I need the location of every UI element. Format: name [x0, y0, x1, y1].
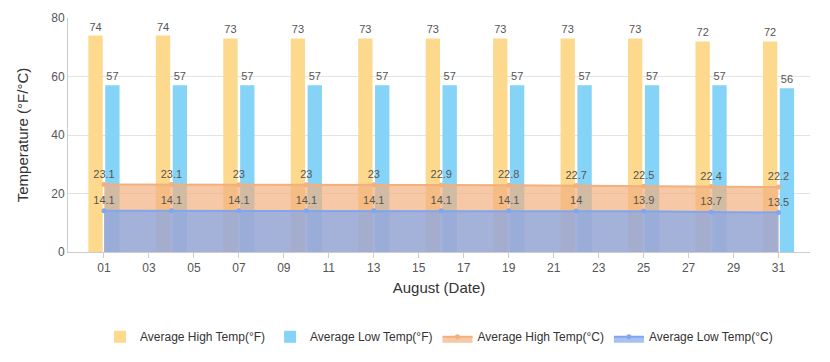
- svg-text:74: 74: [157, 21, 169, 33]
- svg-text:72: 72: [764, 26, 776, 38]
- svg-text:03: 03: [142, 261, 156, 275]
- svg-text:73: 73: [359, 23, 371, 35]
- svg-text:57: 57: [646, 70, 658, 82]
- svg-text:31: 31: [772, 261, 786, 275]
- svg-text:14.1: 14.1: [161, 194, 182, 206]
- svg-text:23.1: 23.1: [93, 168, 114, 180]
- svg-text:57: 57: [713, 70, 725, 82]
- svg-text:13: 13: [367, 261, 381, 275]
- svg-text:23: 23: [368, 168, 380, 180]
- svg-text:22.4: 22.4: [700, 170, 721, 182]
- svg-text:14.1: 14.1: [228, 194, 249, 206]
- svg-text:40: 40: [51, 128, 65, 142]
- svg-text:13.5: 13.5: [768, 196, 789, 208]
- svg-text:73: 73: [494, 23, 506, 35]
- svg-text:27: 27: [682, 261, 696, 275]
- svg-text:14.1: 14.1: [431, 194, 452, 206]
- svg-text:73: 73: [562, 23, 574, 35]
- svg-text:74: 74: [89, 21, 101, 33]
- svg-text:11: 11: [323, 261, 336, 275]
- svg-text:15: 15: [412, 261, 426, 275]
- svg-text:23: 23: [592, 261, 606, 275]
- svg-text:07: 07: [232, 261, 246, 275]
- svg-text:Average Low Temp(°F): Average Low Temp(°F): [310, 330, 432, 344]
- svg-text:13.9: 13.9: [633, 194, 654, 206]
- svg-text:Average High Temp(°F): Average High Temp(°F): [140, 330, 265, 344]
- svg-text:73: 73: [224, 23, 236, 35]
- svg-text:60: 60: [51, 70, 65, 84]
- svg-text:01: 01: [97, 261, 111, 275]
- svg-text:57: 57: [309, 70, 321, 82]
- svg-text:57: 57: [578, 70, 590, 82]
- svg-text:73: 73: [292, 23, 304, 35]
- svg-text:29: 29: [727, 261, 741, 275]
- svg-text:0: 0: [58, 245, 65, 259]
- svg-text:14: 14: [570, 194, 582, 206]
- svg-text:Average Low Temp(°C): Average Low Temp(°C): [649, 330, 773, 344]
- svg-text:14.1: 14.1: [363, 194, 384, 206]
- svg-text:57: 57: [376, 70, 388, 82]
- svg-text:21: 21: [547, 261, 561, 275]
- svg-text:73: 73: [427, 23, 439, 35]
- svg-text:22.8: 22.8: [498, 168, 519, 180]
- svg-text:57: 57: [241, 70, 253, 82]
- svg-text:14.1: 14.1: [93, 194, 114, 206]
- svg-text:72: 72: [697, 26, 709, 38]
- svg-text:05: 05: [187, 261, 201, 275]
- svg-text:23: 23: [233, 168, 245, 180]
- svg-text:14.1: 14.1: [498, 194, 519, 206]
- svg-text:22.7: 22.7: [565, 169, 586, 181]
- svg-text:14.1: 14.1: [296, 194, 317, 206]
- svg-text:57: 57: [444, 70, 456, 82]
- svg-text:23.1: 23.1: [161, 168, 182, 180]
- svg-text:19: 19: [502, 261, 516, 275]
- svg-text:August (Date): August (Date): [393, 279, 486, 296]
- svg-text:17: 17: [457, 261, 471, 275]
- svg-text:25: 25: [637, 261, 651, 275]
- svg-text:80: 80: [51, 11, 65, 25]
- svg-text:13.7: 13.7: [700, 195, 721, 207]
- svg-text:57: 57: [511, 70, 523, 82]
- svg-text:09: 09: [277, 261, 291, 275]
- svg-text:73: 73: [629, 23, 641, 35]
- svg-text:Average High Temp(°C): Average High Temp(°C): [478, 330, 604, 344]
- svg-text:22.2: 22.2: [768, 170, 789, 182]
- svg-text:22.9: 22.9: [431, 168, 452, 180]
- svg-text:57: 57: [174, 70, 186, 82]
- svg-text:Temperature (°F/°C): Temperature (°F/°C): [14, 68, 31, 203]
- svg-text:56: 56: [781, 73, 793, 85]
- svg-text:57: 57: [106, 70, 118, 82]
- svg-text:23: 23: [300, 168, 312, 180]
- svg-text:22.5: 22.5: [633, 169, 654, 181]
- svg-text:20: 20: [51, 187, 65, 201]
